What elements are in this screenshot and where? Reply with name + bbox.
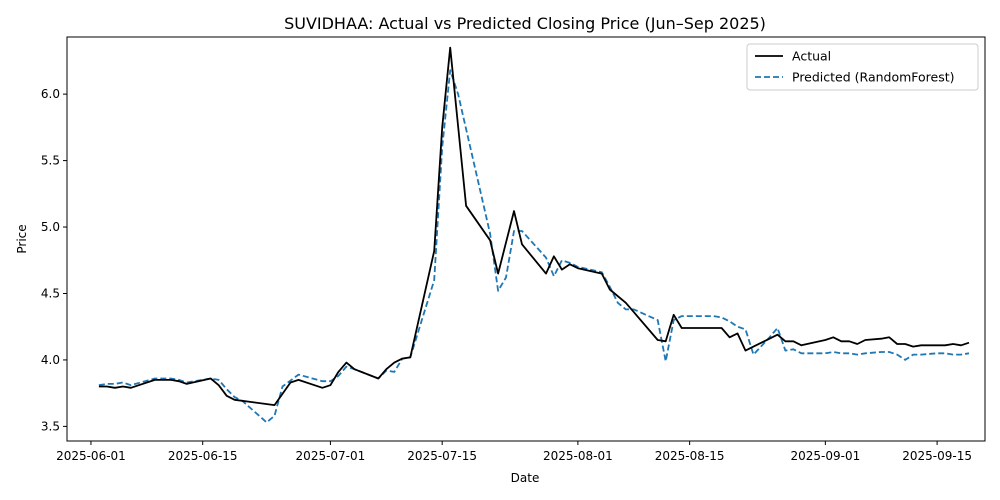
x-tick-label: 2025-07-01 (296, 449, 366, 463)
legend-box (746, 43, 979, 91)
x-tick-label: 2025-06-15 (168, 449, 238, 463)
legend-label: Predicted (RandomForest) (792, 70, 955, 85)
x-tick-label: 2025-08-01 (543, 449, 613, 463)
y-axis-ticks: 3.5 4.0 4.5 5.0 5.5 6.0 (41, 87, 67, 433)
y-tick-label: 4.0 (41, 353, 60, 367)
y-axis-label: Price (15, 224, 29, 253)
series-line-predicted (98, 69, 970, 424)
plot-frame (66, 36, 986, 442)
x-tick-label: 2025-09-01 (790, 449, 860, 463)
y-tick-label: 5.5 (41, 154, 60, 168)
plot-area (98, 46, 970, 424)
legend-label: Actual (792, 49, 831, 64)
chart-title: SUVIDHAA: Actual vs Predicted Closing Pr… (284, 14, 766, 33)
y-tick-label: 3.5 (41, 419, 60, 433)
x-tick-label: 2025-06-01 (56, 449, 126, 463)
x-tick-label: 2025-07-15 (407, 449, 477, 463)
y-tick-label: 6.0 (41, 87, 60, 101)
x-axis-ticks: 2025-06-01 2025-06-15 2025-07-01 2025-07-15… (56, 441, 972, 463)
legend: Actual Predicted (RandomForest) (746, 43, 979, 91)
y-tick-label: 5.0 (41, 220, 60, 234)
x-tick-label: 2025-08-15 (655, 449, 725, 463)
x-tick-label: 2025-09-15 (902, 449, 972, 463)
x-axis-label: Date (511, 471, 540, 485)
y-tick-label: 4.5 (41, 286, 60, 300)
series-line-actual (98, 46, 970, 406)
